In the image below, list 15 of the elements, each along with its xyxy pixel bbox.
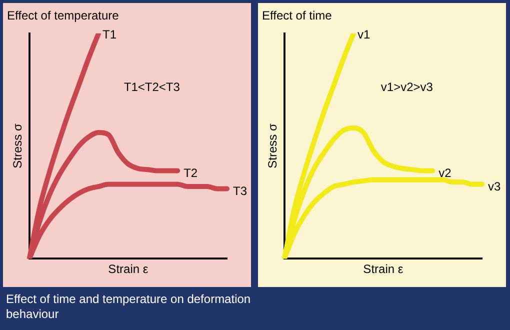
annotation: v1>v2>v3 xyxy=(380,80,434,94)
series-label: T2 xyxy=(184,166,198,180)
annotation: T1<T2<T3 xyxy=(124,80,180,94)
series-label: v3 xyxy=(488,180,501,194)
series-label: T1 xyxy=(102,28,117,42)
series-label: T3 xyxy=(233,184,248,198)
y-axis-title: Stress σ xyxy=(266,123,280,168)
chart-title: Effect of time xyxy=(262,8,332,23)
chart-title: Effect of temperature xyxy=(7,8,120,23)
x-axis-title: Strain ε xyxy=(108,262,149,276)
y-axis-title: Stress σ xyxy=(10,123,25,168)
series-label: v2 xyxy=(438,166,452,180)
x-axis-title: Strain ε xyxy=(363,262,404,276)
text: Effect of time and temperature on deformation behaviour xyxy=(6,292,252,322)
series-label: v1 xyxy=(358,28,371,42)
